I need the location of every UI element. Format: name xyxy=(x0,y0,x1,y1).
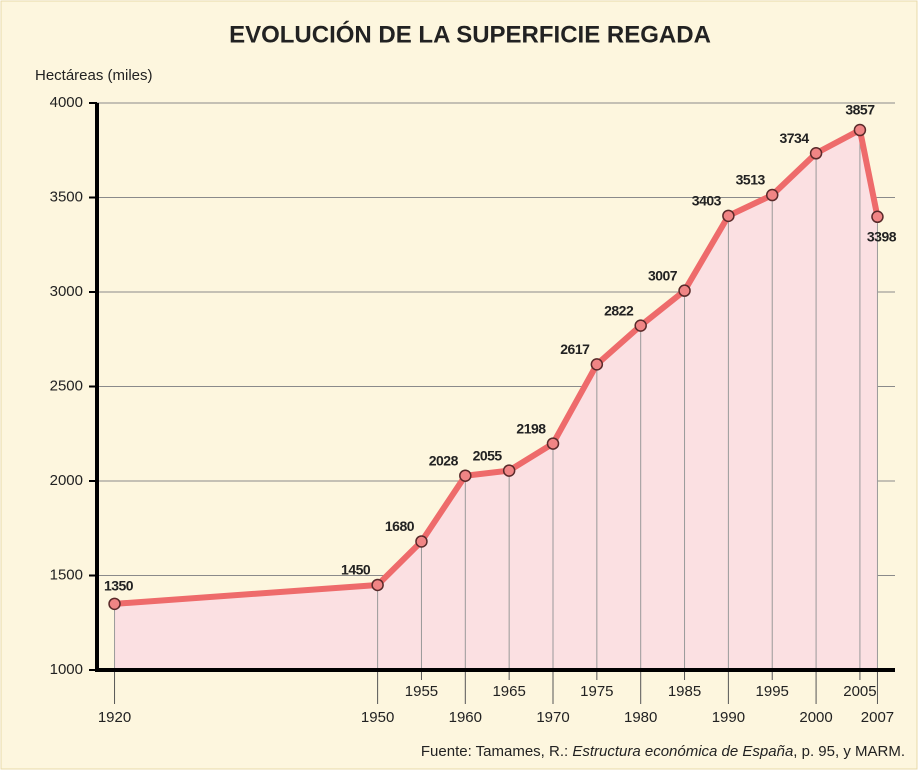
point xyxy=(459,469,472,482)
point xyxy=(722,209,735,223)
point xyxy=(871,210,884,224)
chart-title: EVOLUCIÓN DE LA SUPERFICIE REGADA xyxy=(229,20,711,48)
x-tick-label: 1965 xyxy=(492,683,525,700)
x-tick-label: 2005 xyxy=(843,683,876,700)
line xyxy=(114,127,881,607)
point xyxy=(371,578,384,592)
source-title: Estructura económica de España xyxy=(572,743,793,760)
value-label: 3403 xyxy=(692,193,722,209)
area xyxy=(114,130,878,671)
x-tick-label: 1995 xyxy=(756,683,789,700)
point xyxy=(502,464,516,477)
value-label: 3007 xyxy=(648,267,678,283)
source-suffix: , p. 95, y MARM. xyxy=(793,743,905,760)
source: Fuente: Tamames, R.: Estructura económic… xyxy=(421,743,905,760)
point xyxy=(108,597,121,611)
point xyxy=(678,284,691,297)
value-label: 2055 xyxy=(473,447,503,463)
point xyxy=(546,437,560,450)
value-label: 3857 xyxy=(845,102,875,118)
source-prefix: Fuente: Tamames, R.: xyxy=(421,743,572,760)
point xyxy=(415,535,428,548)
value-label: 1350 xyxy=(104,578,134,594)
y-tick-label: 3500 xyxy=(50,188,83,205)
point xyxy=(590,358,604,371)
y-tick-label: 1500 xyxy=(50,566,83,583)
value-label: 2028 xyxy=(429,452,459,468)
y-tick-label: 2000 xyxy=(50,472,83,489)
x-tick-label: 1955 xyxy=(405,683,438,700)
y-tick-label: 4000 xyxy=(50,94,83,111)
x-tick-label: 1990 xyxy=(712,709,745,726)
point xyxy=(853,123,867,137)
x-tick-label: 1950 xyxy=(361,709,394,726)
x-tick-label: 2000 xyxy=(799,709,832,726)
y-tick-label: 3000 xyxy=(50,283,83,300)
y-axis-label: Hectáreas (miles) xyxy=(35,67,153,84)
value-label: 2198 xyxy=(516,420,546,436)
y-tick-label: 2500 xyxy=(50,377,83,394)
x-tick-label: 1975 xyxy=(580,683,613,700)
value-label: 1680 xyxy=(385,518,415,534)
value-label: 3513 xyxy=(736,172,766,188)
x-tick-label: 1985 xyxy=(668,683,701,700)
value-label: 1450 xyxy=(341,562,371,578)
x-tick-label: 1970 xyxy=(536,709,569,726)
y-tick-label: 1000 xyxy=(50,661,83,678)
x-tick-label: 1920 xyxy=(98,709,131,726)
point xyxy=(634,319,647,332)
x-tick-label: 1960 xyxy=(449,709,482,726)
x-tick-label: 2007 xyxy=(861,709,894,726)
value-label: 3398 xyxy=(867,228,897,244)
point xyxy=(809,147,823,160)
value-label: 2617 xyxy=(560,341,590,357)
point xyxy=(765,188,779,202)
value-label: 2822 xyxy=(604,302,634,318)
value-label: 3734 xyxy=(779,130,809,146)
x-tick-label: 1980 xyxy=(624,709,657,726)
